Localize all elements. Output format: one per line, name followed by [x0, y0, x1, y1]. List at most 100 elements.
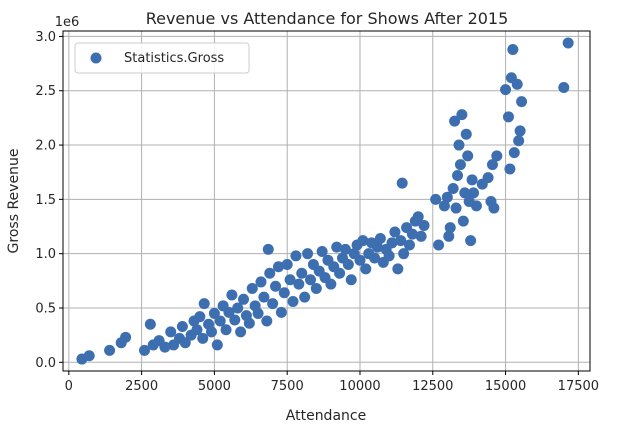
- data-point: [511, 78, 523, 90]
- data-point: [176, 320, 188, 332]
- data-point: [290, 250, 302, 262]
- data-point: [272, 261, 284, 273]
- data-point: [159, 341, 171, 353]
- data-point: [443, 230, 455, 242]
- y-tick-label: 0.0: [35, 356, 56, 371]
- data-point: [255, 276, 267, 288]
- data-point: [398, 248, 410, 260]
- data-point: [453, 139, 465, 151]
- data-point: [507, 43, 519, 55]
- y-offset-label: 1e6: [55, 15, 80, 30]
- data-point: [412, 211, 424, 223]
- legend: Statistics.Gross: [74, 42, 250, 74]
- y-tick-label: 1.5: [35, 193, 56, 208]
- data-point: [120, 331, 132, 343]
- data-point: [452, 169, 464, 181]
- data-point: [438, 200, 450, 212]
- data-point: [462, 150, 474, 162]
- data-point: [395, 235, 407, 247]
- x-tick-label: 7500: [271, 379, 304, 394]
- data-point: [450, 202, 462, 214]
- y-tick-label: 2.5: [35, 84, 56, 99]
- data-point: [261, 315, 273, 327]
- data-point: [516, 96, 528, 108]
- data-point: [220, 324, 232, 336]
- data-point: [211, 339, 223, 351]
- data-point: [502, 111, 514, 123]
- data-point: [433, 239, 445, 251]
- data-point: [459, 187, 471, 199]
- data-point: [466, 174, 478, 186]
- data-point: [270, 280, 282, 292]
- data-point: [354, 254, 366, 266]
- data-point: [488, 202, 500, 214]
- data-point: [513, 135, 525, 147]
- data-point: [258, 291, 270, 303]
- data-point: [194, 311, 206, 323]
- data-point: [144, 318, 156, 330]
- data-point: [441, 191, 453, 203]
- data-point: [299, 291, 311, 303]
- data-point: [558, 81, 570, 93]
- data-point: [214, 315, 226, 327]
- data-point: [406, 228, 418, 240]
- data-point: [562, 37, 574, 49]
- data-point: [468, 187, 480, 199]
- data-point: [374, 232, 386, 244]
- legend-marker: [90, 52, 102, 64]
- legend-box: [74, 42, 250, 74]
- data-points: [76, 37, 574, 365]
- data-point: [226, 289, 238, 301]
- data-point: [500, 84, 512, 96]
- data-point: [208, 307, 220, 319]
- data-point: [179, 337, 191, 349]
- x-tick-label: 5000: [198, 379, 231, 394]
- x-tick-label: 17500: [558, 379, 599, 394]
- y-axis-label: Gross Revenue: [6, 149, 22, 254]
- data-point: [232, 302, 244, 314]
- data-point: [396, 177, 408, 189]
- data-point: [460, 128, 472, 140]
- legend-label: Statistics.Gross: [124, 51, 224, 66]
- x-tick-label: 0: [65, 379, 73, 394]
- data-point: [165, 326, 177, 338]
- data-point: [287, 295, 299, 307]
- x-tick-label: 2500: [125, 379, 158, 394]
- data-point: [360, 263, 372, 275]
- x-axis-ticks: 0 2500 5000 7500 10000 12500 15000 17500: [65, 371, 599, 394]
- data-point: [238, 293, 250, 305]
- data-point: [296, 267, 308, 279]
- data-point: [275, 306, 287, 318]
- data-point: [264, 267, 276, 279]
- data-point: [191, 324, 203, 336]
- data-point: [371, 241, 383, 253]
- data-point: [456, 109, 468, 121]
- y-tick-label: 2.0: [35, 139, 56, 154]
- data-point: [262, 243, 274, 255]
- data-point: [444, 222, 456, 234]
- data-point: [278, 287, 290, 299]
- data-point: [331, 241, 343, 253]
- data-point: [139, 344, 151, 356]
- data-point: [415, 230, 427, 242]
- data-point: [334, 267, 346, 279]
- data-point: [235, 326, 247, 338]
- data-point: [504, 163, 516, 175]
- data-point: [403, 239, 415, 251]
- y-axis-ticks: 0.0 0.5 1.0 1.5 2.0 2.5 3.0: [35, 30, 63, 371]
- data-point: [508, 147, 520, 159]
- data-point: [104, 344, 116, 356]
- plot-frame: [62, 30, 591, 372]
- data-point: [267, 298, 279, 310]
- data-point: [486, 159, 498, 171]
- data-point: [491, 150, 503, 162]
- data-point: [430, 193, 442, 205]
- data-point: [246, 282, 258, 294]
- data-point: [482, 172, 494, 184]
- data-point: [447, 183, 459, 195]
- data-point: [252, 307, 264, 319]
- data-point: [465, 235, 477, 247]
- chart-title: Revenue vs Attendance for Shows After 20…: [146, 9, 509, 28]
- data-point: [369, 252, 381, 264]
- data-point: [223, 306, 235, 318]
